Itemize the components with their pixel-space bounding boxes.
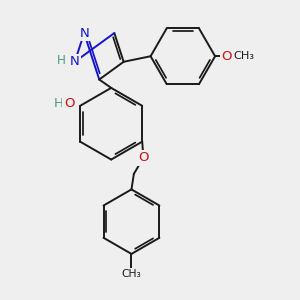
Text: N: N [79, 27, 89, 40]
Text: N: N [70, 55, 80, 68]
Text: CH₃: CH₃ [122, 269, 141, 279]
Text: O: O [138, 151, 149, 164]
Text: H: H [57, 54, 65, 67]
Text: O: O [64, 97, 75, 110]
Text: CH₃: CH₃ [234, 51, 255, 61]
Text: O: O [222, 50, 232, 63]
Text: H: H [54, 97, 64, 110]
